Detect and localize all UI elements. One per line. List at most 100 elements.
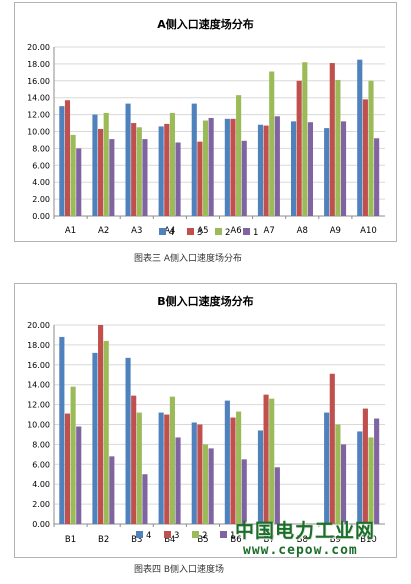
bar-series-1 [76,426,82,524]
bar-series-2 [169,112,175,216]
y-tick-label: 18.00 [27,341,50,350]
legend-label: 2 [225,228,230,238]
bar-series-2 [302,62,308,217]
bar-series-2 [335,424,341,524]
legend-label: 2 [202,531,207,541]
y-tick-label: 14.00 [27,381,50,390]
bar-series-1 [208,117,214,216]
x-tick-label: A10 [360,226,377,236]
y-tick-label: 4.00 [32,480,50,489]
bar-series-3 [131,395,137,524]
y-tick-label: 10.00 [27,421,50,430]
bar-series-2 [103,112,109,216]
bar-series-4 [158,126,164,216]
bar-series-4 [357,59,363,216]
y-tick-label: 10.00 [27,128,50,137]
bar-series-4 [92,114,98,216]
bar-series-3 [230,417,236,524]
watermark-url: www.cepow.com [243,543,358,558]
legend-label: 4 [169,228,174,238]
x-tick-label: B8 [297,535,308,545]
bar-series-4 [191,103,197,216]
chart-svg: B侧入口速度场分布 0.00 2.00 4.00 6.00 8.00 10.00 12.00 1… [14,283,397,558]
x-tick-label: B2 [98,535,109,545]
bar-series-2 [103,340,109,524]
bar-series-4 [257,430,264,524]
bar-series-2 [368,80,374,216]
bar-series-4 [324,128,330,216]
bar-series-3 [98,128,104,216]
legend: 4 3 2 1 [159,228,258,238]
x-tick-label: A7 [264,226,275,236]
bar-series-3 [362,408,368,524]
bar-series-2 [368,437,374,524]
bar-series-3 [64,100,71,216]
bar-series-2 [269,71,275,216]
legend-swatch [187,228,194,235]
chart-title: B侧入口速度场分布 [157,294,253,308]
bar-series-2 [269,398,275,524]
y-tick-label: 2.00 [32,195,50,204]
chart-b: B侧入口速度场分布 0.00 2.00 4.00 6.00 8.00 10.00 12.00 1… [14,283,397,558]
y-tick-label: 12.00 [27,111,50,120]
bar-series-3 [164,414,170,524]
y-tick-label: 16.00 [27,77,50,86]
bar-series-3 [263,125,269,216]
y-tick-label: 4.00 [32,178,50,187]
y-tick-label: 20.00 [27,43,50,52]
bar-series-1 [241,459,247,524]
bar-series-1 [109,139,115,216]
bar-series-3 [164,123,170,216]
legend: 4 3 2 1 [136,531,235,541]
y-tick-label: 18.00 [27,60,50,69]
legend-swatch [136,531,143,538]
bar-series-1 [142,474,148,524]
bar-series-1 [241,140,247,216]
watermark-title: 中国电力工业网 [235,520,376,542]
bar-series-1 [307,122,314,216]
bar-series-3 [329,373,335,524]
y-tick-label: 14.00 [27,94,50,103]
bar-series-3 [296,80,302,216]
bar-series-4 [257,124,264,216]
bar-series-2 [202,120,209,216]
bar-series-1 [76,148,82,216]
bar-series-2 [136,127,142,216]
legend-label: 3 [197,228,202,238]
y-tick-label: 20.00 [27,321,50,330]
bar-series-1 [274,116,280,216]
bar-series-4 [59,106,65,216]
x-tick-label: B3 [131,535,142,545]
legend-label: 1 [253,228,258,238]
x-tick-label: A5 [197,226,208,236]
legend-swatch [192,531,199,538]
caption-b: 图表四 B侧入口速度场 [134,565,225,575]
bar-series-3 [197,424,203,524]
bar-series-3 [263,394,269,524]
chart-svg: A侧入口速度场分布 0.00 2.00 4.00 6.00 8.00 10.00 12.00 1… [14,2,397,242]
bar-series-1 [142,139,148,216]
bar-series-2 [236,411,242,524]
bar-series-3 [230,118,236,216]
bar-series-1 [340,444,347,524]
bar-series-4 [92,352,98,524]
x-tick-label: A6 [230,226,241,236]
bar-series-4 [125,357,131,524]
bar-series-1 [340,121,347,216]
bar-series-3 [329,63,335,217]
legend-swatch [215,228,222,235]
bar-series-1 [175,437,181,524]
bar-series-2 [169,396,175,524]
bar-series-3 [64,413,71,524]
caption-a: 图表三 A侧入口速度场分布 [134,254,243,264]
bar-series-2 [236,95,242,216]
y-tick-label: 6.00 [32,460,50,469]
bar-series-4 [59,336,65,524]
x-tick-label: B1 [65,535,76,545]
bar-series-1 [208,448,214,524]
bar-series-1 [109,456,115,524]
y-tick-label: 8.00 [32,440,50,449]
bar-series-3 [98,325,104,524]
bar-series-4 [191,422,197,524]
bar-series-4 [357,431,363,524]
